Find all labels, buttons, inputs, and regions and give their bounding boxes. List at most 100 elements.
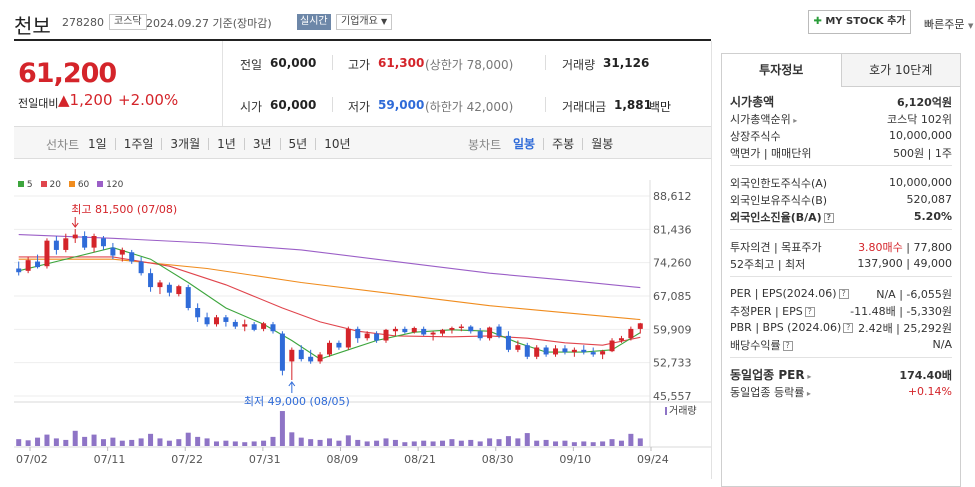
candle-body [148,273,154,288]
opinion-row: 투자의견 | 목표주가 3.80매수 | 77,800 [730,238,952,255]
dividend-row: 배당수익률? N/A [730,336,952,358]
tab-10y[interactable]: 10년 [324,137,351,151]
high-arrow-icon [71,222,79,228]
y-tick-label: 88,612 [653,190,692,203]
price-chart[interactable]: 88,612 81,436 74,260 67,085 59,909 52,733 45,5… [0,160,712,479]
help-icon[interactable]: ? [804,306,815,317]
tab-monthly[interactable]: 월봉 [591,137,614,151]
volume-bar [618,440,624,446]
volume-bar [327,438,332,446]
y-tick-label: 81,436 [653,223,692,236]
pbr-row: PBR | BPS (2024.06)? 2.42배 | 25,292원 [730,319,952,336]
legend-swatch [97,181,104,187]
legend-item-ma120[interactable]: 120 [97,180,123,190]
tab-weekly[interactable]: 주봉 [552,137,575,151]
ma120-line [18,234,641,289]
volume-bar [571,442,577,446]
legend-item-ma20[interactable]: 20 [40,180,61,190]
low-label: 저가 [348,100,371,114]
market-cap-value: 6,120억원 [896,95,952,109]
candle-body [505,335,511,350]
dividend-label: 배당수익률? [730,337,793,353]
legend-label: 20 [49,180,61,190]
candle-body [308,356,314,362]
pbr-label-text: PBR | BPS (2024.06) [730,321,842,334]
candle-body [35,261,41,268]
mystock-button[interactable]: ✚ MY STOCK 추가 [808,10,911,34]
volume-bar [637,438,643,446]
right-panel: 투자정보 호가 10단계 시가총액 6,120억원 시가총액순위 ▸ 코스닥 1… [721,53,961,487]
tab-1d[interactable]: 1일 [88,137,107,151]
tab-invest-info[interactable]: 투자정보 [721,53,842,87]
company-info-button[interactable]: 기업개요 ▼ [336,14,393,30]
volume-bar [421,440,427,446]
candle-body [562,348,568,353]
candle-body [600,351,606,355]
candle-body [100,238,106,247]
help-icon[interactable]: ? [782,340,793,351]
candle-body [53,240,59,250]
plus-icon: ✚ [813,16,822,27]
volume-bar [355,439,361,446]
legend-item-ma60[interactable]: 60 [68,180,89,190]
tab-separator [582,137,584,150]
volume-bar [477,441,483,446]
high-limit: (상한가 78,000) [425,58,514,72]
volume-bar [440,440,446,446]
date-text: 2024.09.27 기준(장마감) [146,17,272,30]
tab-5y[interactable]: 5년 [288,137,308,151]
candle-body [251,324,257,330]
live-badge: 실시간 [297,14,331,30]
candle-body [487,327,493,339]
tab-3m[interactable]: 3개월 [170,137,201,151]
tab-1y[interactable]: 1년 [217,137,236,151]
tab-1w[interactable]: 1주일 [123,137,154,151]
y-tick-label: 59,909 [653,323,692,336]
help-icon[interactable]: ? [823,212,834,223]
volume-bar [458,440,464,446]
volume-bar [505,436,511,446]
candle-body [213,317,219,325]
y-tick-label: 52,733 [653,357,692,370]
candle-body [63,238,69,250]
chevron-right-icon[interactable]: ▸ [804,388,811,398]
volume-bar [213,441,219,446]
foreign-rate-value: 5.20% [913,210,952,223]
legend-item-ma5[interactable]: 5 [18,180,33,190]
candle-body [44,240,50,267]
candle-body [440,329,446,334]
eper-label-text: 추정PER | EPS [730,304,803,318]
eper-value: -11.48배 | -5,330원 [850,304,952,318]
volume-bar [44,434,50,446]
volume-bar [204,438,210,446]
help-icon[interactable]: ? [838,289,849,299]
tab-3y[interactable]: 3년 [252,137,272,151]
tab-quote-10[interactable]: 호가 10단계 [841,53,961,87]
x-tick-label: 07/31 [249,453,281,466]
tab-separator [243,137,245,150]
y-tick-label: 74,260 [653,257,692,270]
foreign-rate-row: 외국인소진율(B/A)? 5.20% [730,208,952,230]
eper-row: 추정PER | EPS? -11.48배 | -5,330원 [730,302,952,319]
sector-per-row: 동일업종 PER ▸ 174.40배 [730,366,952,383]
up-arrow-icon: ▲ [58,91,70,109]
tab-daily[interactable]: 일봉 [513,137,536,151]
candle-body [496,326,502,336]
candle-body [458,326,464,328]
candle-body [534,347,540,357]
volume-bar [166,440,172,446]
x-tick-label: 08/09 [327,453,359,466]
volume-bar [590,442,596,446]
volume-value: 31,126 [603,56,650,70]
diff-pct: +2.00% [118,91,179,109]
week52-label: 52주최고 | 최저 [730,257,806,271]
candle-body [242,324,248,327]
candle-body [185,287,191,309]
quick-order-label: 빠른주문 [924,18,965,31]
quick-order-button[interactable]: 빠른주문 ▼ [924,16,973,32]
candle-body [524,345,530,357]
volume-bar [534,440,540,446]
chevron-right-icon[interactable]: ▸ [804,372,812,381]
help-icon[interactable]: ? [843,323,854,333]
chevron-right-icon[interactable]: ▸ [790,115,798,125]
